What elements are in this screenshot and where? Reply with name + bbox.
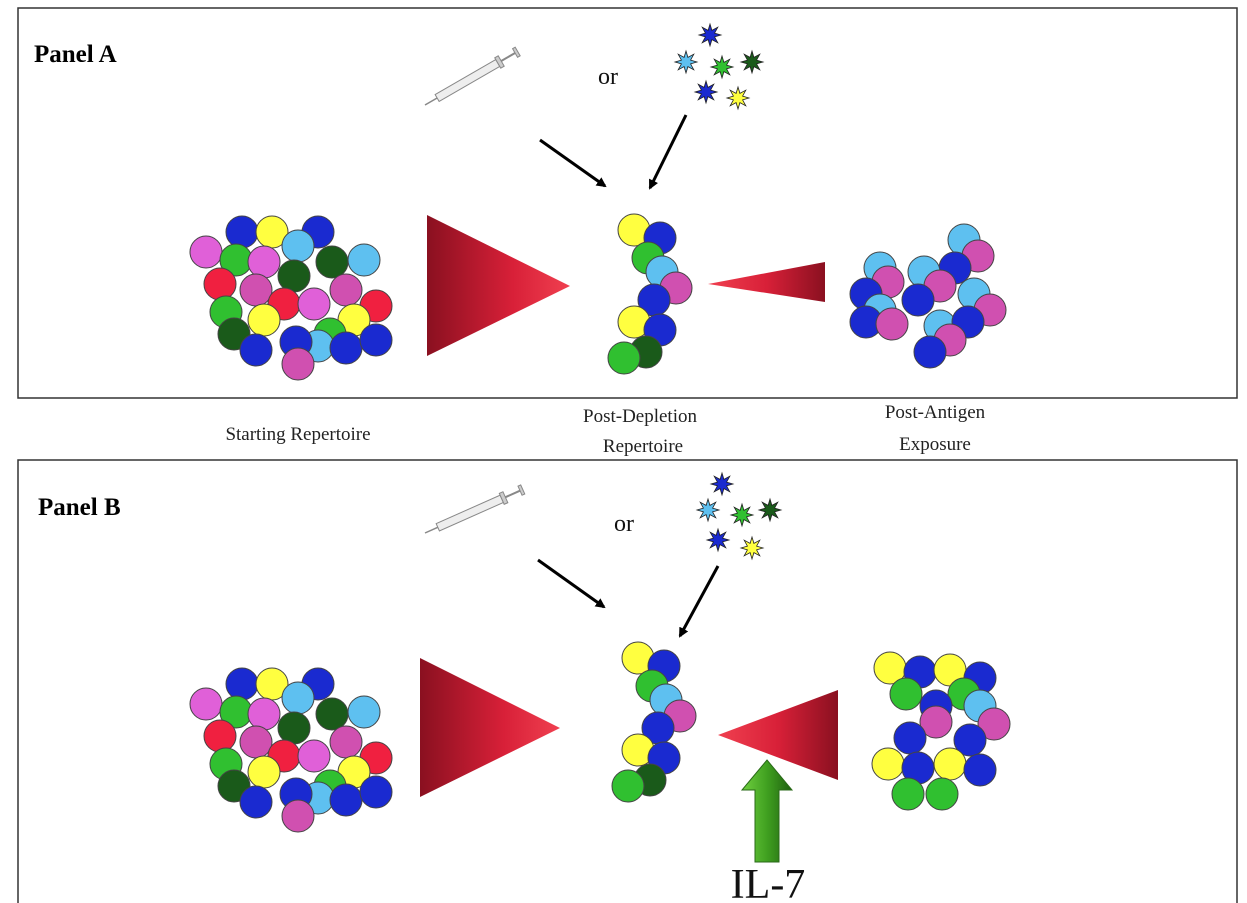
arrow <box>650 115 686 188</box>
cell <box>914 336 946 368</box>
cell <box>248 304 280 336</box>
cell <box>872 748 904 780</box>
cell <box>204 720 236 752</box>
panel-title: Panel A <box>34 41 117 68</box>
cell <box>226 216 258 248</box>
cell <box>876 308 908 340</box>
antigen <box>727 87 749 109</box>
arrow <box>540 140 605 186</box>
cell <box>316 698 348 730</box>
antigen <box>697 499 719 521</box>
cell <box>330 784 362 816</box>
antigen <box>711 56 733 78</box>
cell <box>282 682 314 714</box>
cell <box>298 288 330 320</box>
antigen <box>675 51 697 73</box>
cell <box>348 244 380 276</box>
cell <box>282 230 314 262</box>
antigen <box>731 504 753 526</box>
syringe <box>422 46 521 110</box>
cell <box>902 284 934 316</box>
panel-title: Panel B <box>38 494 121 521</box>
cell <box>278 260 310 292</box>
arrow <box>680 566 718 636</box>
cell <box>248 246 280 278</box>
cell <box>278 712 310 744</box>
cell <box>348 696 380 728</box>
arrow <box>538 560 604 607</box>
cell <box>330 726 362 758</box>
antigen <box>699 24 721 46</box>
cell <box>612 770 644 802</box>
cell <box>298 740 330 772</box>
cell <box>226 668 258 700</box>
cell <box>240 726 272 758</box>
antigen <box>695 81 717 103</box>
cell <box>240 786 272 818</box>
cell <box>248 756 280 788</box>
cell <box>204 268 236 300</box>
cell <box>964 754 996 786</box>
cell <box>608 342 640 374</box>
antigen <box>707 529 729 551</box>
cell <box>330 274 362 306</box>
cell <box>240 334 272 366</box>
stage-label: Repertoire <box>603 436 683 457</box>
triangle <box>420 658 560 797</box>
stage-label: Starting Repertoire <box>225 424 370 445</box>
stage-label: Exposure <box>899 434 971 455</box>
up-arrow <box>742 760 792 862</box>
cell <box>894 722 926 754</box>
cell <box>330 332 362 364</box>
antigen <box>759 499 781 521</box>
cell <box>248 698 280 730</box>
cell <box>282 800 314 832</box>
antigen <box>741 51 763 73</box>
stimulus-label: IL-7 <box>731 862 806 903</box>
cell <box>892 778 924 810</box>
panel-a-frame <box>18 8 1237 398</box>
or-label: or <box>614 511 634 537</box>
cell <box>890 678 922 710</box>
antigen <box>741 537 763 559</box>
cell <box>926 778 958 810</box>
cell <box>190 688 222 720</box>
cell <box>282 348 314 380</box>
triangle <box>718 690 838 780</box>
cell <box>316 246 348 278</box>
cell <box>190 236 222 268</box>
stage-label: Post-Depletion <box>583 406 697 427</box>
antigen <box>711 473 733 495</box>
cell <box>934 748 966 780</box>
or-label: or <box>598 64 618 90</box>
cell <box>360 776 392 808</box>
triangle <box>427 215 570 356</box>
triangle <box>708 262 825 302</box>
stage-label: Post-Antigen <box>885 402 986 423</box>
syringe <box>423 484 526 538</box>
cell <box>240 274 272 306</box>
diagram: Panel A or Panel B or Starting Repertoir… <box>0 0 1247 903</box>
cell <box>360 324 392 356</box>
